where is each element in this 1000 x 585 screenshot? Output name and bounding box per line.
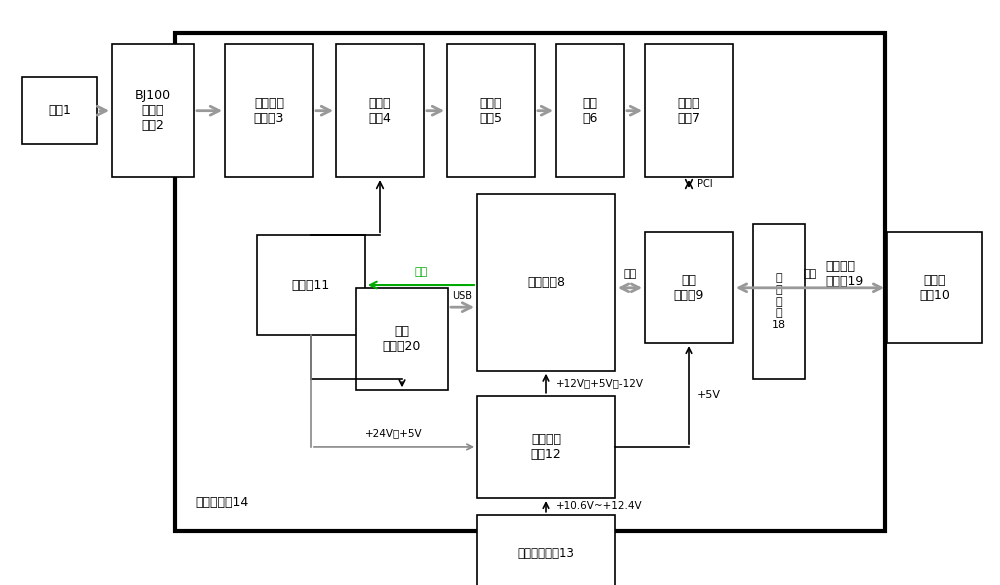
FancyBboxPatch shape xyxy=(645,232,733,343)
Text: +10.6V~+12.4V: +10.6V~+12.4V xyxy=(556,501,643,511)
Text: 散
热
风
扇
18: 散 热 风 扇 18 xyxy=(772,273,786,330)
Text: 截止波导
通风窗19: 截止波导 通风窗19 xyxy=(825,260,863,288)
FancyBboxPatch shape xyxy=(887,232,982,343)
Text: 数字转
换器7: 数字转 换器7 xyxy=(678,97,700,125)
Text: 单板电脑8: 单板电脑8 xyxy=(527,276,565,289)
Text: 温度
传感器20: 温度 传感器20 xyxy=(383,325,421,353)
Text: 控制器11: 控制器11 xyxy=(292,278,330,291)
Text: 程控衰
减器4: 程控衰 减器4 xyxy=(369,97,391,125)
FancyBboxPatch shape xyxy=(257,235,365,335)
FancyBboxPatch shape xyxy=(356,288,448,390)
Text: +12V、+5V、-12V: +12V、+5V、-12V xyxy=(556,378,644,388)
FancyBboxPatch shape xyxy=(477,194,615,371)
Text: 聚合物锂电池13: 聚合物锂电池13 xyxy=(518,547,574,560)
FancyBboxPatch shape xyxy=(645,44,733,177)
Text: +24V、+5V: +24V、+5V xyxy=(365,429,423,439)
Text: BJ100
波导衰
减器2: BJ100 波导衰 减器2 xyxy=(135,89,171,132)
Text: 网线: 网线 xyxy=(623,270,637,280)
Text: PCI: PCI xyxy=(697,179,713,189)
Text: 串口: 串口 xyxy=(414,267,428,277)
FancyBboxPatch shape xyxy=(477,515,615,585)
Text: +5V: +5V xyxy=(697,390,721,400)
FancyBboxPatch shape xyxy=(22,77,97,144)
Text: 光纤
收发器9: 光纤 收发器9 xyxy=(674,274,704,302)
FancyBboxPatch shape xyxy=(225,44,313,177)
Text: 电压转换
模块12: 电压转换 模块12 xyxy=(531,433,561,461)
Text: 同轴衰
减器5: 同轴衰 减器5 xyxy=(480,97,503,125)
Text: 光纤: 光纤 xyxy=(803,270,817,280)
Text: USB: USB xyxy=(452,291,472,301)
FancyBboxPatch shape xyxy=(336,44,424,177)
FancyBboxPatch shape xyxy=(175,33,885,531)
FancyBboxPatch shape xyxy=(556,44,624,177)
Text: 天线1: 天线1 xyxy=(48,104,71,117)
FancyBboxPatch shape xyxy=(753,224,805,379)
FancyBboxPatch shape xyxy=(447,44,535,177)
FancyBboxPatch shape xyxy=(112,44,194,177)
Text: 检波
器6: 检波 器6 xyxy=(582,97,598,125)
Text: 监控计
算机10: 监控计 算机10 xyxy=(919,274,950,302)
Text: 电磁防护体14: 电磁防护体14 xyxy=(195,496,248,509)
FancyBboxPatch shape xyxy=(477,395,615,498)
Text: 波导同轴
转换器3: 波导同轴 转换器3 xyxy=(254,97,284,125)
